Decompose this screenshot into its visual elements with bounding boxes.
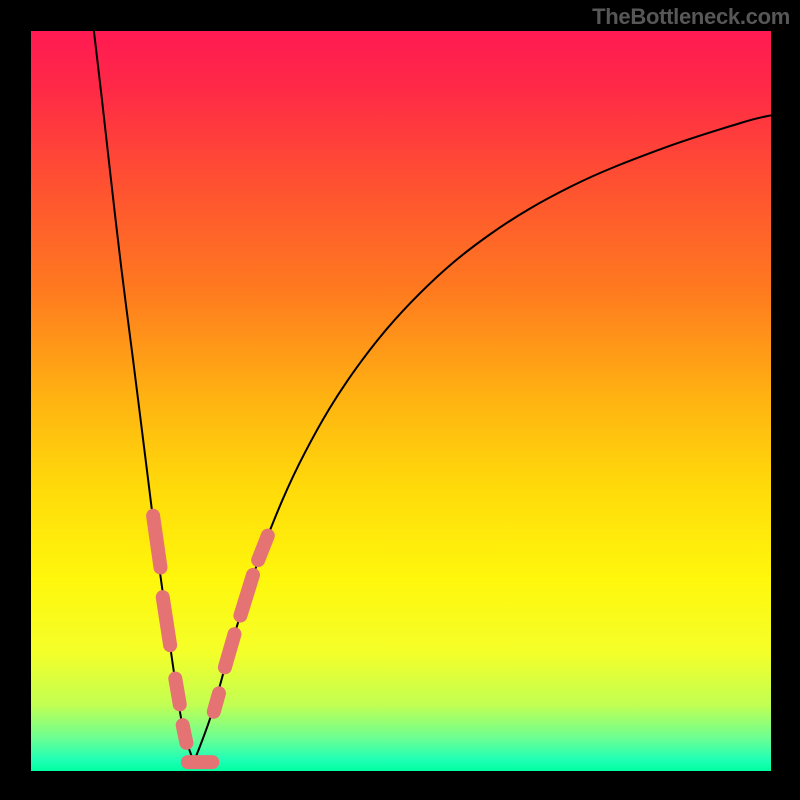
chart-container: TheBottleneck.com bbox=[0, 0, 800, 800]
watermark-text: TheBottleneck.com bbox=[592, 4, 790, 30]
plot-background bbox=[31, 31, 771, 771]
plot-svg bbox=[31, 31, 771, 771]
marker-segment bbox=[175, 679, 179, 705]
marker-segment bbox=[163, 597, 170, 645]
marker-segment bbox=[153, 516, 160, 568]
marker-segment bbox=[225, 634, 235, 667]
marker-segment bbox=[258, 536, 268, 560]
marker-segment bbox=[183, 725, 187, 743]
marker-segment bbox=[214, 693, 219, 712]
